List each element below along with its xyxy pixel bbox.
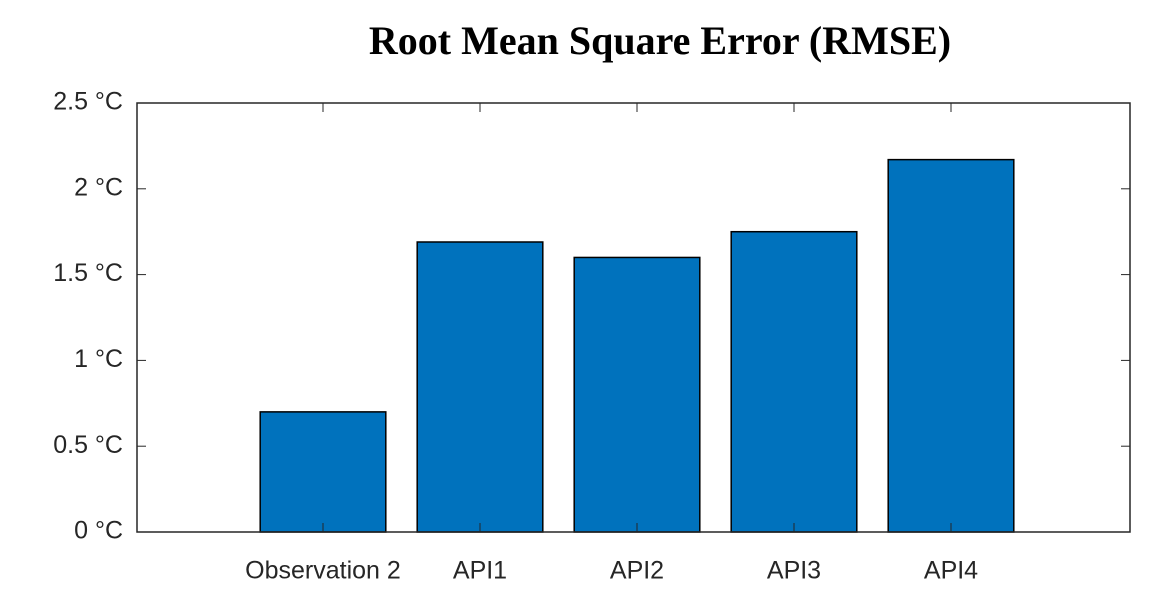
bar: [259, 411, 387, 533]
x-tick-label: Observation 2: [245, 557, 401, 585]
y-tick-label: 0 °C: [74, 517, 123, 545]
y-tick-label: 2 °C: [74, 173, 123, 201]
y-tick-label: 2.5 °C: [53, 88, 123, 116]
x-tick-label: API3: [767, 557, 821, 585]
bar: [730, 230, 858, 533]
bar: [416, 241, 544, 533]
x-tick-label: API1: [453, 557, 507, 585]
x-tick-label: API2: [610, 557, 664, 585]
x-tick-label: API4: [924, 557, 978, 585]
chart-title: Root Mean Square Error (RMSE): [369, 18, 951, 63]
y-tick-label: 1 °C: [74, 345, 123, 373]
bar: [887, 158, 1015, 533]
y-tick-label: 0.5 °C: [53, 431, 123, 459]
bar: [573, 256, 701, 533]
y-tick-label: 1.5 °C: [53, 259, 123, 287]
plot-frame: [136, 102, 1131, 533]
